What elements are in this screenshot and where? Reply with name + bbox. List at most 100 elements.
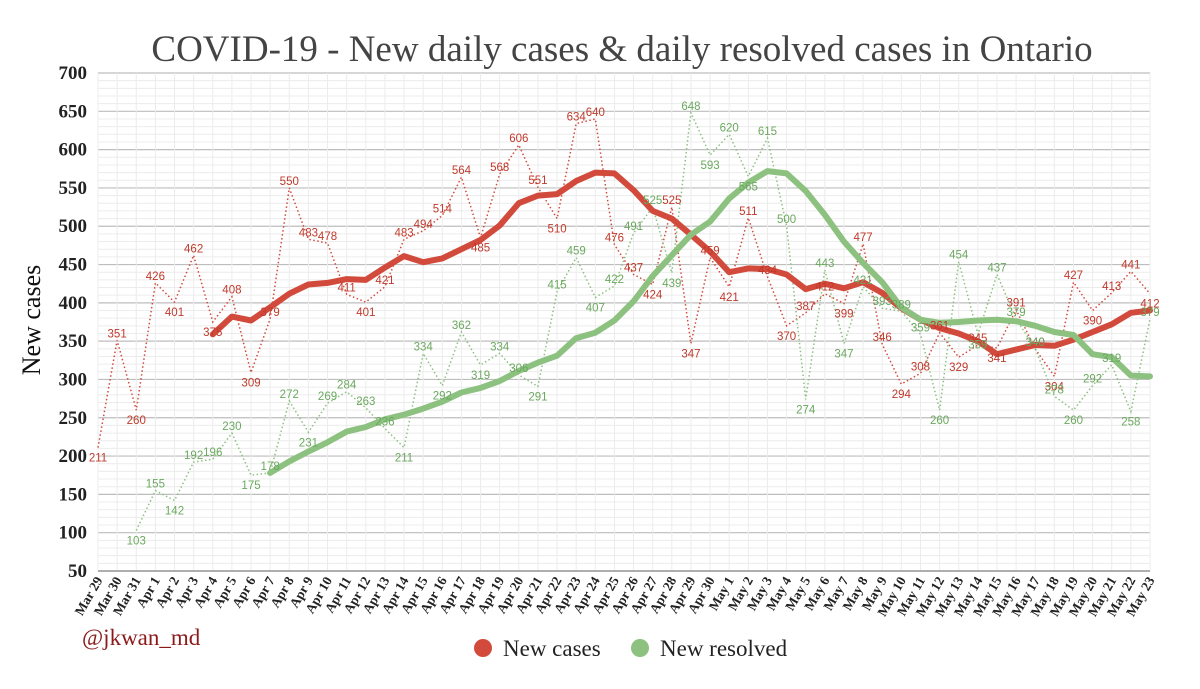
legend-marker: [631, 639, 649, 657]
data-label: 379: [1140, 307, 1159, 319]
data-label: 351: [108, 328, 127, 340]
data-label: 341: [987, 353, 1006, 365]
data-label: 568: [490, 162, 509, 174]
data-label: 155: [146, 479, 165, 491]
legend-label: New cases: [503, 636, 601, 661]
data-label: 260: [1064, 415, 1083, 427]
data-label: 454: [949, 249, 969, 261]
data-label: 379: [1007, 307, 1026, 319]
data-label: 389: [892, 299, 911, 311]
data-label: 236: [375, 416, 394, 428]
data-label: 334: [490, 341, 510, 353]
data-label: 478: [318, 231, 337, 243]
data-label: 329: [949, 362, 968, 374]
data-label: 292: [1083, 374, 1102, 386]
data-label: 421: [375, 275, 394, 287]
data-label: 272: [280, 389, 299, 401]
y-tick-label: 50: [68, 561, 87, 582]
data-label: 319: [1102, 353, 1121, 365]
data-label: 408: [222, 285, 241, 297]
data-label: 340: [1026, 337, 1045, 349]
data-label: 437: [624, 262, 643, 274]
data-label: 347: [681, 348, 700, 360]
data-label: 412: [815, 282, 834, 294]
data-label: 413: [1102, 281, 1121, 293]
data-label: 231: [299, 437, 318, 449]
y-tick-label: 200: [59, 446, 88, 467]
data-label: 263: [356, 396, 375, 408]
data-label: 399: [834, 309, 853, 321]
y-tick-label: 400: [59, 293, 88, 314]
y-axis-ticks: 50 100 150 200 250 300 350 400 450 500 550 600 650 70…: [59, 63, 88, 582]
y-tick-label: 600: [59, 140, 88, 161]
data-label: 401: [165, 307, 184, 319]
data-label: 511: [739, 206, 757, 218]
y-tick-label: 100: [59, 523, 88, 544]
data-label: 412: [1140, 299, 1159, 311]
data-label: 306: [509, 363, 528, 375]
data-label: 260: [930, 415, 949, 427]
data-label: 441: [1121, 259, 1140, 271]
data-label: 514: [433, 204, 453, 216]
data-label: 359: [968, 339, 987, 351]
data-label: 362: [452, 320, 471, 332]
data-label: 391: [1007, 298, 1026, 310]
data-label: 211: [89, 453, 107, 465]
data-label: 459: [567, 246, 586, 258]
data-label: 485: [471, 243, 490, 255]
data-label: 426: [146, 271, 165, 283]
data-label: 565: [739, 181, 758, 193]
data-label: 459: [700, 246, 719, 258]
data-label: 284: [337, 380, 357, 392]
data-label: 424: [643, 289, 663, 301]
data-label: 260: [127, 415, 146, 427]
data-label: 620: [720, 122, 739, 134]
data-label: 483: [299, 227, 318, 239]
data-label: 634: [567, 112, 587, 124]
data-label: 494: [414, 219, 434, 231]
data-label: 443: [815, 258, 834, 270]
data-label: 483: [394, 227, 413, 239]
credit-text: @jkwan_md: [82, 625, 201, 650]
data-label: 615: [758, 126, 777, 138]
y-tick-label: 450: [59, 255, 88, 276]
data-label: 437: [987, 262, 1006, 274]
data-label: 564: [452, 165, 472, 177]
data-label: 387: [796, 301, 815, 313]
data-label: 103: [127, 535, 146, 547]
data-label: 476: [605, 233, 624, 245]
series-line-new-resolved-moving-average: [267, 168, 1153, 476]
data-label: 319: [471, 370, 490, 382]
data-label: 640: [586, 107, 605, 119]
data-label: 407: [586, 302, 605, 314]
y-tick-label: 650: [59, 101, 88, 122]
data-label: 370: [777, 331, 796, 343]
data-label: 606: [509, 133, 528, 145]
data-label: 415: [547, 279, 566, 291]
data-label: 361: [930, 321, 949, 333]
data-label: 648: [681, 101, 700, 113]
data-label: 269: [318, 391, 337, 403]
data-label: 434: [758, 265, 778, 277]
data-label: 345: [968, 333, 987, 345]
data-label: 393: [873, 296, 892, 308]
data-label: 334: [414, 341, 434, 353]
data-label: 292: [433, 391, 452, 403]
series-line-new-cases-moving-average: [209, 169, 1153, 358]
data-label: 421: [853, 275, 872, 287]
data-label: 379: [261, 307, 280, 319]
data-label: 278: [1045, 384, 1064, 396]
series-layer: [97, 110, 1153, 531]
data-label: 477: [853, 232, 872, 244]
legend: New cases New resolved: [474, 636, 788, 661]
data-label: 411: [337, 282, 355, 294]
data-label: 142: [165, 506, 184, 518]
data-label: 196: [203, 447, 222, 459]
data-label: 427: [1064, 270, 1083, 282]
data-label: 525: [662, 195, 681, 207]
data-label: 175: [241, 480, 260, 492]
legend-marker: [474, 639, 492, 657]
y-tick-label: 550: [59, 178, 88, 199]
